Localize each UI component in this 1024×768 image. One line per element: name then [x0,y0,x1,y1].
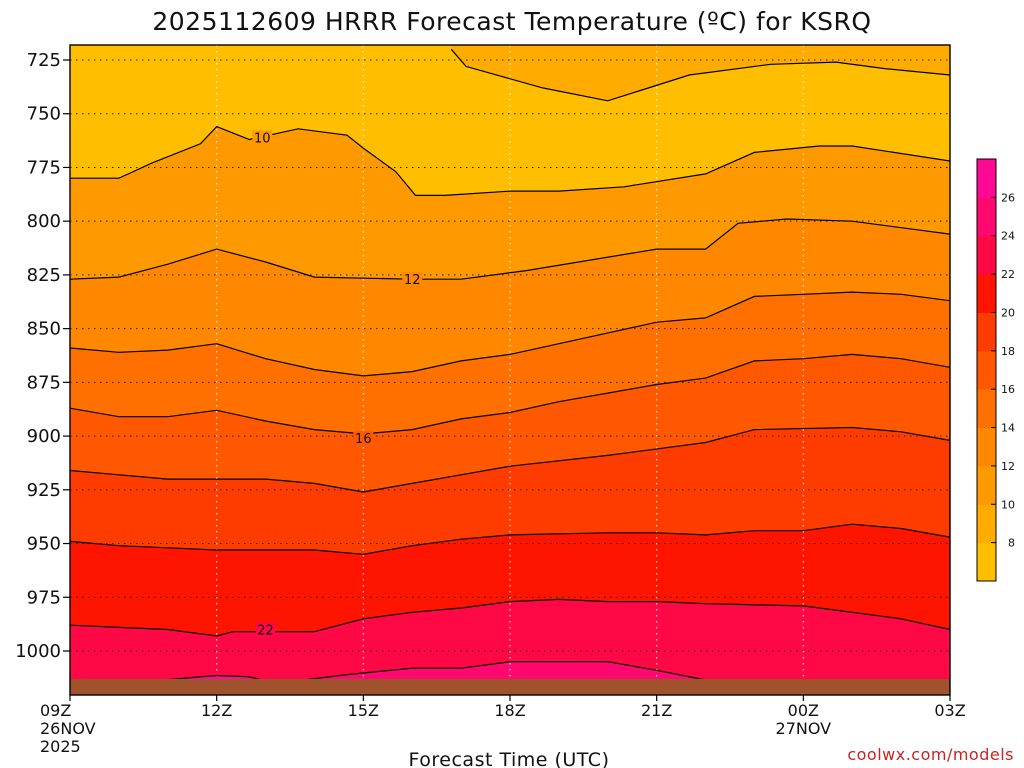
x-tick-label-2025: 2025 [40,737,81,756]
y-tick-label-925: 925 [27,480,61,501]
colorbar-segment-10 [977,465,996,505]
contour-14 [70,291,950,377]
colorbar-segment-14 [977,389,996,429]
colorbar-label-18: 18 [1001,345,1015,358]
contour-label-bg-22 [255,622,276,637]
colorbar-segment-24 [977,197,996,237]
ground-layer [70,679,950,695]
y-tick-label-825: 825 [27,265,61,286]
band-above-24 [311,661,701,679]
colorbar-segment-16 [977,350,996,390]
contour-label-22: 22 [257,624,274,639]
contour-20 [70,523,950,555]
contour-label-bg-10 [252,130,273,145]
chart-title: 2025112609 HRRR Forecast Temperature (ºC… [152,7,871,36]
colorbar-segment-26 [977,159,996,198]
y-tick-label-775: 775 [27,157,61,178]
colorbar: 8 10 12 14 16 18 20 22 24 26 [976,158,1015,582]
contour-8 [450,48,950,102]
x-tick-label-00Z: 00Z [788,701,819,720]
colorbar-label-20: 20 [1001,306,1015,319]
colorbar-label-14: 14 [1001,422,1015,435]
y-tick-label-850: 850 [27,319,61,340]
colorbar-segment-12 [977,427,996,467]
y-axis: 725 750 775 800 825 850 875 900 925 950 975 1000 [15,50,70,662]
contour-10 [70,125,950,196]
contour-lines [70,48,950,679]
contour-label-bg-12 [402,272,423,287]
x-tick-label-27NOV: 27NOV [776,719,832,738]
contour-label-10: 10 [254,131,271,146]
x-tick-label-26NOV: 26NOV [40,719,96,738]
x-tick-label-12Z: 12Z [201,701,232,720]
x-tick-label-18Z: 18Z [494,701,525,720]
colorbar-segment-18 [977,312,996,352]
colorbar-segment-8 [977,504,996,544]
contour-26 [168,674,260,679]
contour-labels: 10 12 16 22 [252,130,423,639]
colorbar-label-10: 10 [1001,498,1015,511]
contour-label-16: 16 [355,432,372,447]
contour-12 [70,218,950,280]
x-tick-label-09Z: 09Z [40,701,71,720]
y-tick-label-900: 900 [27,426,61,447]
x-tick-label-15Z: 15Z [348,701,379,720]
contour-label-12: 12 [404,273,421,288]
colorbar-segment-6 [977,542,996,582]
colorbar-label-8: 8 [1008,537,1015,550]
colorbar-label-16: 16 [1001,383,1015,396]
x-tick-label-21Z: 21Z [641,701,672,720]
y-tick-label-800: 800 [27,211,61,232]
y-tick-label-750: 750 [27,104,61,125]
y-tick-label-975: 975 [27,587,61,608]
contour-16 [70,353,950,435]
x-axis-label: Forecast Time (UTC) [409,749,610,768]
contour-24 [306,661,704,679]
colorbar-label-24: 24 [1001,230,1015,243]
colorbar-label-12: 12 [1001,460,1015,473]
contour-label-bg-16 [353,431,374,446]
plot-area: 10 12 16 22 [69,44,951,696]
colorbar-label-26: 26 [1001,191,1015,204]
band-above-8 [451,45,950,101]
colorbar-frame [976,158,997,582]
grid-lines [70,45,950,695]
y-tick-label-875: 875 [27,372,61,393]
credit-text: coolwx.com/models [847,745,1014,764]
colorbar-segment-20 [977,274,996,313]
y-tick-label-1000: 1000 [15,641,61,662]
colorbar-segment-22 [977,235,996,275]
contour-18 [70,426,950,493]
y-tick-label-950: 950 [27,534,61,555]
colorbar-label-22: 22 [1001,268,1015,281]
contour-22 [70,598,950,637]
x-tick-label-03Z: 03Z [934,701,965,720]
y-tick-label-725: 725 [27,50,61,71]
